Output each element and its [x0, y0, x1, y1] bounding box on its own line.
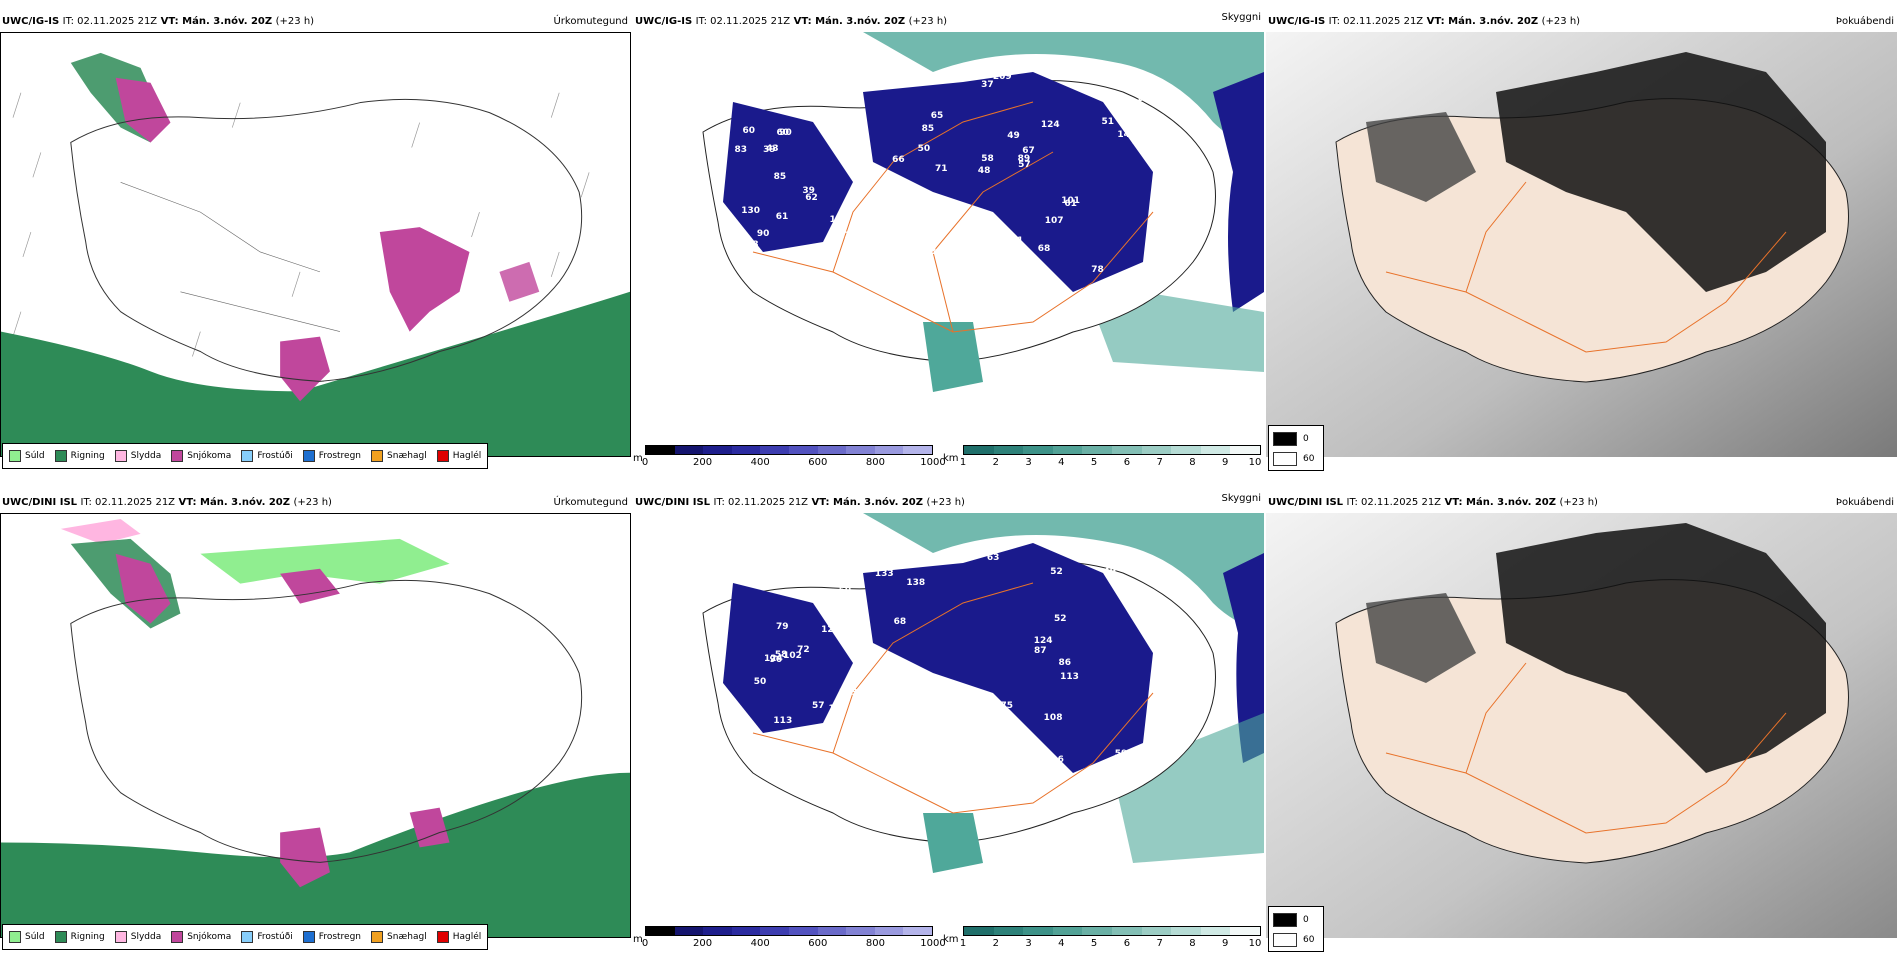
legend-item: Slydda [114, 931, 161, 943]
legend-item: Frostúði [241, 931, 293, 943]
legend-swatch [302, 450, 315, 462]
legend-item: Súld [9, 450, 45, 462]
road-network [752, 582, 1154, 814]
panel-title: Úrkomutegund [553, 497, 628, 508]
ptype-panel-bottom: UWC/DINI ISL IT: 02.11.2025 21Z VT: Mán.… [0, 493, 631, 956]
legend-item: Snæhagl [371, 450, 427, 462]
legend-swatch [114, 931, 127, 943]
legend-swatch [54, 931, 67, 943]
panel-header: UWC/IG-IS IT: 02.11.2025 21Z VT: Mán. 3.… [633, 12, 1264, 32]
legend-swatch [371, 931, 384, 943]
visibility-map[interactable] [633, 513, 1264, 923]
panel-header: UWC/DINI ISL IT: 02.11.2025 21Z VT: Mán.… [633, 493, 1264, 513]
panel-header: UWC/IG-IS IT: 02.11.2025 21Z VT: Mán. 3.… [0, 12, 631, 32]
panel-header: UWC/IG-IS IT: 02.11.2025 21Z VT: Mán. 3.… [1266, 12, 1897, 32]
legend-swatch [1273, 933, 1297, 947]
ptype-legend: Súld Rigning Slydda Snjókoma Frostúði Fr… [2, 924, 489, 950]
legend-swatch [9, 931, 21, 943]
road-network [1385, 662, 1787, 834]
legend-item: Rigning [54, 450, 105, 462]
fog-map[interactable] [1266, 32, 1897, 457]
ptype-map[interactable] [0, 513, 631, 938]
legend-item: Rigning [54, 931, 105, 943]
legend-item: Frostúði [241, 450, 293, 462]
legend-swatch [1273, 452, 1297, 466]
road-network [1385, 181, 1787, 353]
legend-item: Haglél [436, 450, 481, 462]
legend-swatch [1273, 913, 1297, 927]
legend-swatch [302, 931, 315, 943]
height-colorbar: m 0 200 400 600 800 1000 [633, 926, 946, 952]
visibility-colorbar: km 1 2 3 4 5 6 7 8 9 10 [943, 445, 1261, 471]
legend-item: Slydda [114, 450, 161, 462]
fog-panel-top: UWC/IG-IS IT: 02.11.2025 21Z VT: Mán. 3.… [1266, 12, 1897, 475]
legend-swatch [114, 450, 127, 462]
legend-swatch [1273, 432, 1297, 446]
legend-swatch [436, 931, 449, 943]
fog-map[interactable] [1266, 513, 1897, 938]
height-colorbar: m 0 200 400 600 800 1000 [633, 445, 946, 471]
visibility-panel-top: UWC/IG-IS IT: 02.11.2025 21Z VT: Mán. 3.… [633, 12, 1264, 475]
panel-title: Þokuábendi [1835, 16, 1894, 27]
fog-panel-bottom: UWC/DINI ISL IT: 02.11.2025 21Z VT: Mán.… [1266, 493, 1897, 956]
panel-header: UWC/DINI ISL IT: 02.11.2025 21Z VT: Mán.… [1266, 493, 1897, 513]
legend-swatch [171, 931, 184, 943]
visibility-map[interactable] [633, 32, 1264, 442]
legend-swatch [54, 450, 67, 462]
ptype-panel-top: UWC/IG-IS IT: 02.11.2025 21Z VT: Mán. 3.… [0, 12, 631, 475]
legend-swatch [171, 450, 184, 462]
legend-swatch [9, 450, 21, 462]
legend-item: Frostregn [302, 931, 361, 943]
ptype-map[interactable] [0, 32, 631, 457]
legend-swatch [241, 450, 254, 462]
panel-title: Skyggni [1221, 12, 1261, 23]
panel-title: Þokuábendi [1835, 497, 1894, 508]
panel-header: UWC/DINI ISL IT: 02.11.2025 21Z VT: Mán.… [0, 493, 631, 513]
road-network [752, 101, 1154, 333]
legend-item: Snæhagl [371, 931, 427, 943]
legend-item: Súld [9, 931, 45, 943]
ptype-legend: Súld Rigning Slydda Snjókoma Frostúði Fr… [2, 443, 489, 469]
legend-item: Haglél [436, 931, 481, 943]
panel-title: Skyggni [1221, 493, 1261, 504]
legend-item: Frostregn [302, 450, 361, 462]
fog-legend: 0 60 [1268, 906, 1324, 952]
legend-item: Snjókoma [171, 450, 231, 462]
legend-item: Snjókoma [171, 931, 231, 943]
fog-legend: 0 60 [1268, 425, 1324, 471]
visibility-panel-bottom: UWC/DINI ISL IT: 02.11.2025 21Z VT: Mán.… [633, 493, 1264, 956]
panel-title: Úrkomutegund [553, 16, 628, 27]
legend-swatch [436, 450, 449, 462]
legend-swatch [371, 450, 384, 462]
legend-swatch [241, 931, 254, 943]
visibility-colorbar: km 1 2 3 4 5 6 7 8 9 10 [943, 926, 1261, 952]
